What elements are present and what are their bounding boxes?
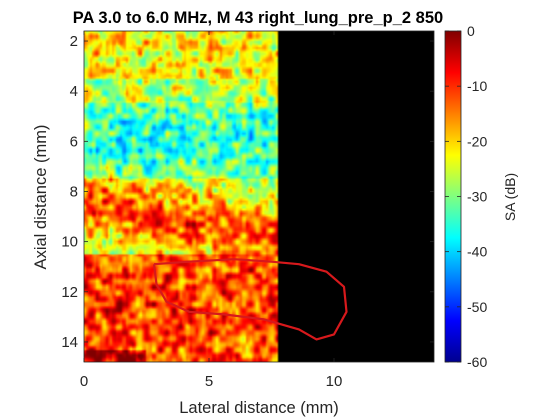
y-tick-label: 14 [61, 334, 78, 351]
y-tick-label: 8 [70, 183, 78, 200]
y-tick-label: 4 [70, 83, 78, 100]
y-axis-label: Axial distance (mm) [32, 125, 50, 270]
heatmap-image [84, 31, 434, 362]
x-axis-label: Lateral distance (mm) [179, 399, 339, 417]
colorbar-tick-label: 0 [467, 23, 475, 39]
y-tick-label: 10 [61, 234, 78, 251]
x-tick-label: 0 [80, 373, 88, 390]
colorbar-tick-label: -10 [467, 78, 487, 94]
colorbar-tick-label: -50 [467, 299, 487, 315]
colorbar-tick-label: -30 [467, 189, 487, 205]
y-tick-label: 6 [70, 133, 78, 150]
colorbar-tick-label: -40 [467, 244, 487, 260]
chart-title: PA 3.0 to 6.0 MHz, M 43 right_lung_pre_p… [73, 9, 443, 27]
x-tick-label: 5 [205, 373, 213, 390]
colorbar-tick-label: -20 [467, 133, 487, 149]
colorbar-tick-label: -60 [467, 354, 487, 370]
colorbar-label: SA (dB) [502, 173, 518, 221]
y-tick-label: 2 [70, 33, 78, 50]
y-tick-label: 12 [61, 284, 78, 301]
heatmap-raster [84, 31, 434, 362]
x-tick-label: 10 [326, 373, 343, 390]
